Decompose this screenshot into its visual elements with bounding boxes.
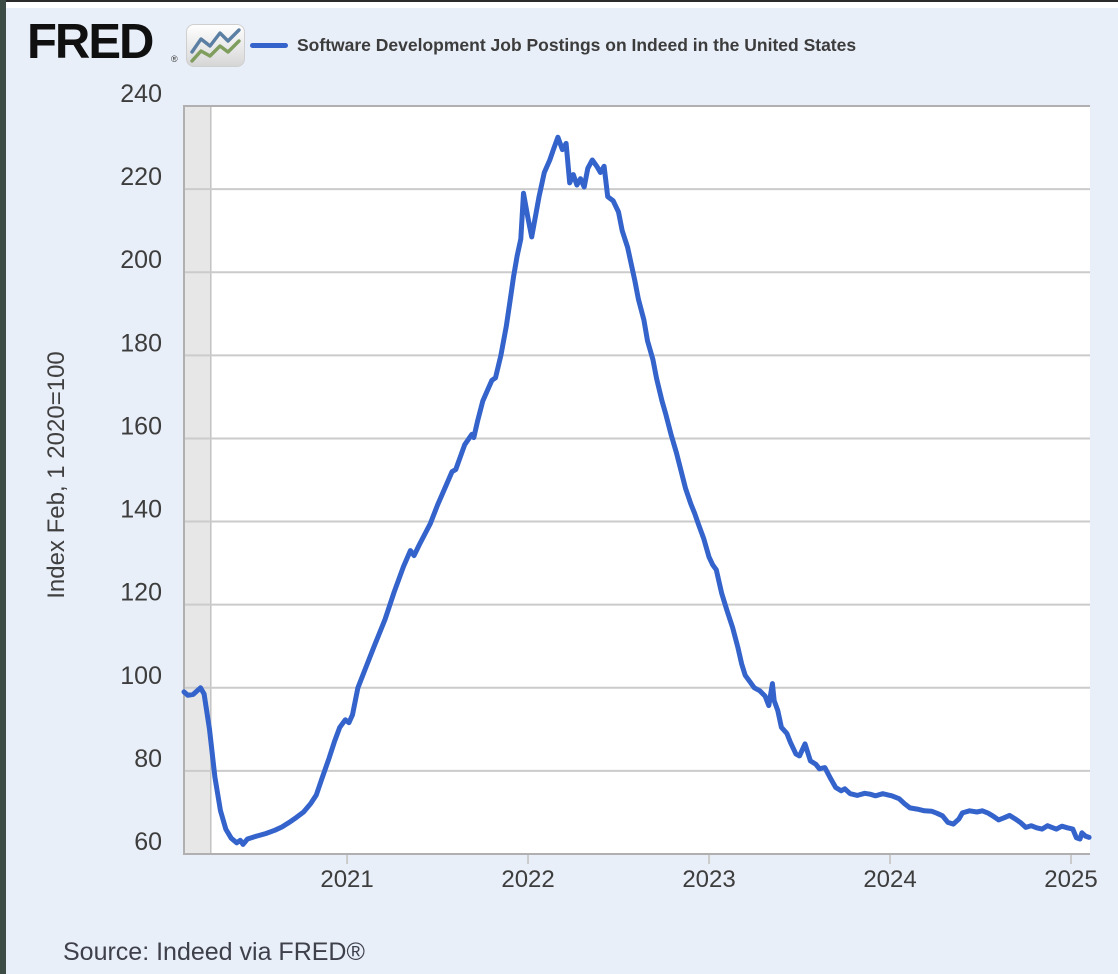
fred-logo-registered-mark: ® xyxy=(171,54,178,64)
x-axis-tick-label-2022: 2022 xyxy=(501,866,554,893)
y-axis-tick-label-140: 140 xyxy=(120,496,162,524)
y-axis-tick-label-200: 200 xyxy=(120,246,162,274)
y-axis-tick-label-60: 60 xyxy=(134,828,162,856)
y-axis-tick-label-120: 120 xyxy=(120,579,162,607)
y-axis-tick-label-160: 160 xyxy=(120,412,162,440)
left-edge-strip xyxy=(0,0,6,974)
y-axis-tick-label-240: 240 xyxy=(120,80,162,108)
fred-chart-icon-graphic xyxy=(190,28,241,63)
y-axis-tick-label-100: 100 xyxy=(120,662,162,690)
legend-series-label: Software Development Job Postings on Ind… xyxy=(297,34,857,55)
x-axis-tick-label-2021: 2021 xyxy=(320,866,373,893)
plot-area[interactable] xyxy=(184,106,1090,854)
x-axis-tick-label-2025: 2025 xyxy=(1044,866,1097,893)
y-axis-tick-label-220: 220 xyxy=(120,163,162,191)
source-attribution: Source: Indeed via FRED® xyxy=(63,938,365,966)
y-axis-tick-label-80: 80 xyxy=(134,745,162,773)
series-line-0[interactable] xyxy=(181,134,1092,847)
fred-logo[interactable]: FRED xyxy=(27,15,154,69)
x-axis-tick-label-2024: 2024 xyxy=(863,866,916,893)
legend-line-swatch xyxy=(250,42,288,48)
fred-chart-icon xyxy=(186,24,245,67)
y-axis-tick-label-180: 180 xyxy=(120,329,162,357)
recession-band xyxy=(184,106,211,854)
x-axis-tick-label-2023: 2023 xyxy=(682,866,735,893)
chart-legend: Software Development Job Postings on Ind… xyxy=(250,33,856,57)
top-border-line xyxy=(0,0,1118,2)
